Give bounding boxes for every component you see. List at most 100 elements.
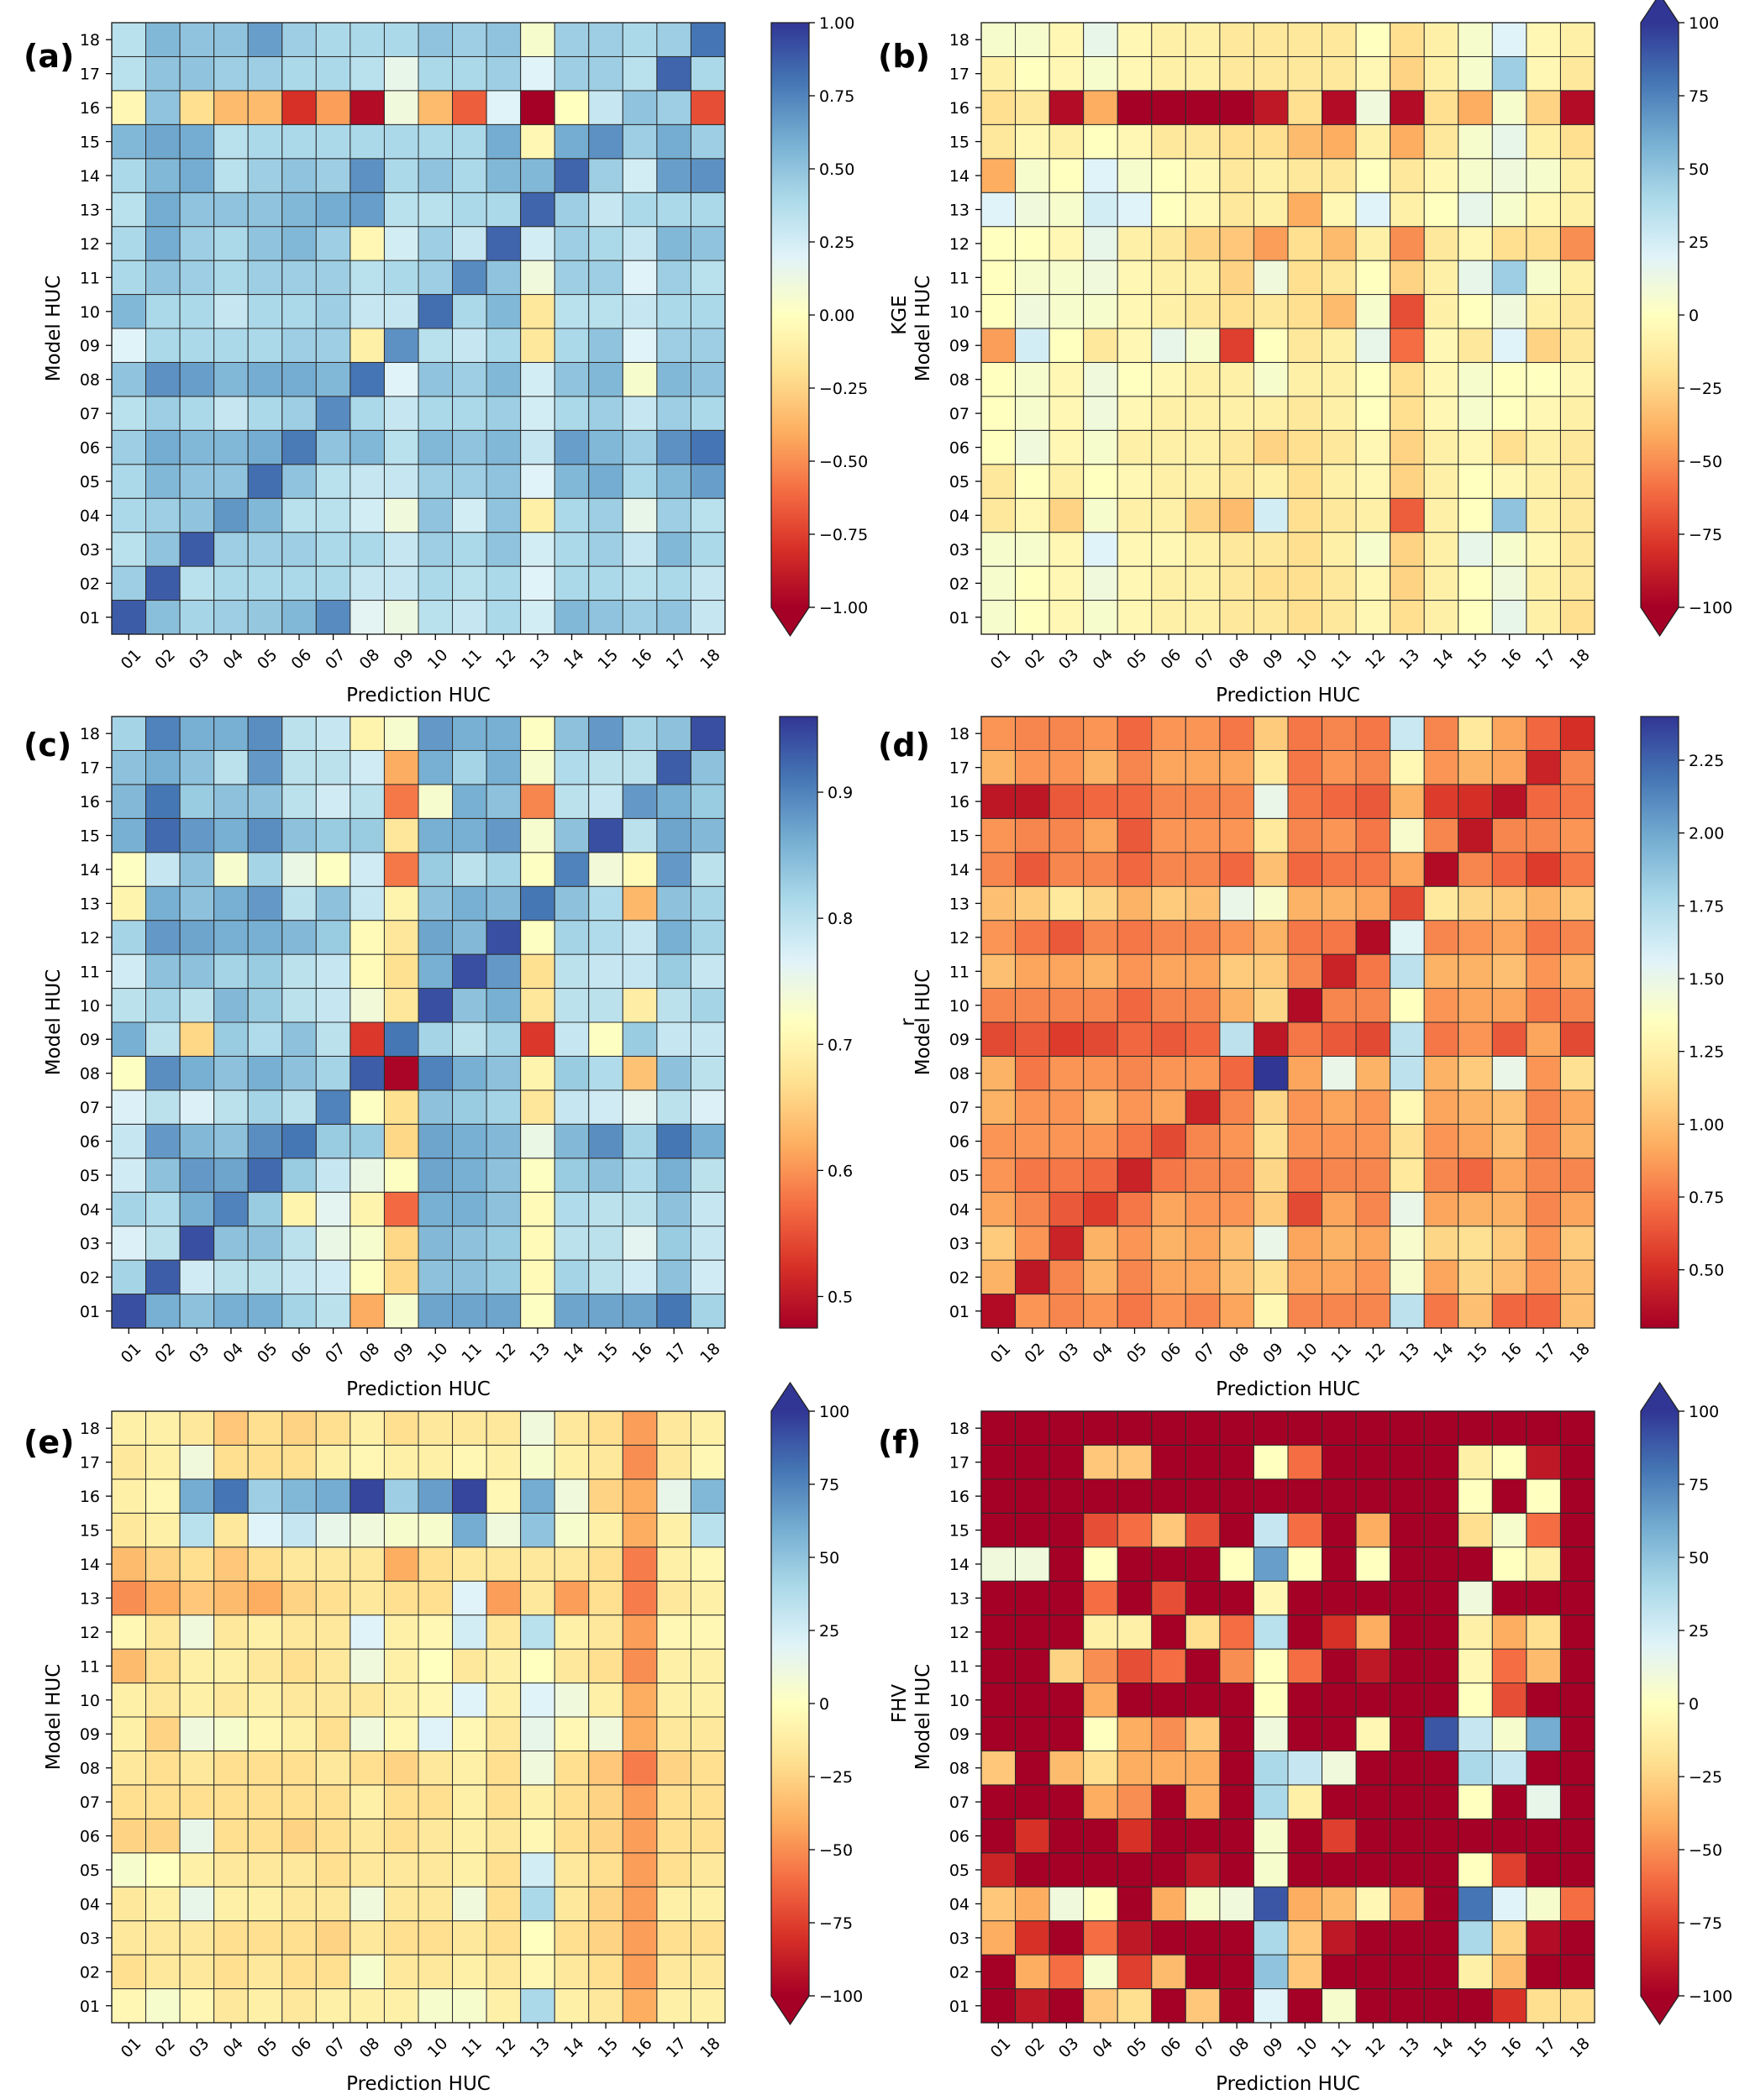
heatmap-cell <box>1048 716 1085 751</box>
heatmap-cell <box>1117 1294 1153 1329</box>
heatmap-cell <box>418 1818 454 1854</box>
heatmap-cell <box>690 988 726 1023</box>
heatmap-cell <box>1355 1920 1391 1956</box>
heatmap-cell <box>690 464 726 499</box>
heatmap-cell <box>418 1123 454 1159</box>
heatmap-cell <box>520 429 555 465</box>
heatmap-cell <box>980 1784 1017 1819</box>
heatmap-cell <box>520 1954 555 1990</box>
heatmap-cell <box>1219 885 1254 921</box>
heatmap-cell <box>520 396 555 431</box>
heatmap-cell <box>383 1546 419 1582</box>
heatmap-cell <box>1458 600 1493 635</box>
x-tick-label: 12 <box>1362 2034 1390 2062</box>
heatmap-cell <box>247 294 283 329</box>
heatmap-cell <box>452 1226 487 1261</box>
heatmap-cell <box>486 464 522 499</box>
heatmap-cell <box>1253 90 1289 125</box>
heatmap-cell <box>1015 1716 1050 1751</box>
heatmap-cell <box>1185 123 1221 160</box>
heatmap-cell <box>1526 1055 1561 1091</box>
heatmap-cell <box>520 328 555 363</box>
heatmap-cell <box>1185 716 1221 751</box>
heatmap-cell <box>690 497 726 533</box>
heatmap-cell <box>1185 22 1221 57</box>
heatmap-cell <box>383 988 419 1023</box>
heatmap-cell <box>980 1478 1017 1514</box>
heatmap-cell <box>622 1784 658 1819</box>
heatmap-cell <box>1355 55 1391 92</box>
heatmap-cell <box>588 1158 623 1193</box>
heatmap-cell <box>452 852 487 887</box>
x-tick-label: 17 <box>663 646 691 674</box>
heatmap-cells <box>111 716 726 1329</box>
heatmap-cell <box>349 988 385 1023</box>
heatmap-cell <box>1015 1614 1050 1650</box>
heatmap-cell <box>656 464 691 499</box>
heatmap-cell <box>247 1512 283 1548</box>
heatmap-cell <box>349 1546 385 1582</box>
heatmap-cell <box>1458 532 1493 567</box>
heatmap-cell <box>452 1784 487 1819</box>
heatmap-cell <box>1458 260 1493 296</box>
heatmap-cell <box>349 784 385 819</box>
heatmap-cell <box>1355 1089 1391 1125</box>
heatmap-cell <box>1015 1444 1050 1480</box>
heatmap-cell <box>315 1852 351 1887</box>
heatmap-cell <box>656 1614 691 1650</box>
heatmap-cell <box>486 123 522 160</box>
heatmap-cell <box>1185 1055 1221 1091</box>
heatmap-cell <box>1048 497 1085 533</box>
heatmap-cell <box>656 192 691 228</box>
heatmap-cell <box>1458 1716 1493 1751</box>
heatmap-cell <box>690 749 726 785</box>
heatmap-cell <box>418 1089 454 1125</box>
heatmap-cell <box>1151 429 1186 465</box>
y-tick-label: 16 <box>949 1488 970 1506</box>
heatmap-cell <box>349 1158 385 1193</box>
heatmap-cell <box>1253 1410 1289 1446</box>
heatmap-cell <box>622 1920 658 1956</box>
heatmap-cell <box>349 1259 385 1295</box>
heatmap-cell <box>1151 1546 1186 1582</box>
x-tick-label: 12 <box>492 646 520 674</box>
x-tick-label: 03 <box>1055 646 1083 674</box>
heatmap-cell <box>452 1546 487 1582</box>
heatmap-cell <box>1185 1886 1221 1922</box>
heatmap-cell <box>145 226 181 261</box>
heatmap-cell <box>247 429 283 465</box>
x-tick-label: 02 <box>1021 2034 1048 2062</box>
heatmap-cell <box>1287 464 1323 499</box>
heatmap-cell <box>1491 1648 1527 1684</box>
y-tick-label: 12 <box>80 929 100 948</box>
heatmap-cell <box>690 1886 726 1922</box>
heatmap-cell <box>1048 1818 1085 1854</box>
heatmap-cell <box>315 1021 351 1057</box>
heatmap-cell <box>1015 1784 1050 1819</box>
heatmap-cell <box>213 1444 249 1480</box>
x-tick-label: 02 <box>151 2034 179 2062</box>
heatmap-cell <box>1083 988 1118 1023</box>
heatmap-cell <box>1322 294 1357 329</box>
heatmap-cell <box>111 1648 147 1684</box>
heatmap-cell <box>247 1123 283 1159</box>
x-tick-label: 15 <box>1464 1340 1492 1368</box>
y-tick-label: 13 <box>949 895 970 913</box>
heatmap-cell <box>656 158 691 193</box>
heatmap-cell <box>1185 1089 1221 1125</box>
heatmap-cell <box>1458 1191 1493 1227</box>
heatmap-cell <box>656 1784 691 1819</box>
heatmap-cell <box>1322 885 1357 921</box>
heatmap-cell <box>1083 1546 1118 1582</box>
heatmap-cell <box>690 817 726 853</box>
colorbar-tick-label: −0.75 <box>819 526 868 544</box>
heatmap-cell <box>1287 1988 1323 2024</box>
heatmap-cell <box>1185 784 1221 819</box>
x-tick-label: 13 <box>1395 1340 1423 1368</box>
heatmap-cell <box>520 158 555 193</box>
heatmap-cell <box>1491 158 1527 193</box>
heatmap-cell <box>349 600 385 635</box>
heatmap-cell <box>1151 90 1186 125</box>
y-tick-label: 03 <box>949 1235 970 1253</box>
heatmap-cell <box>554 1226 590 1261</box>
